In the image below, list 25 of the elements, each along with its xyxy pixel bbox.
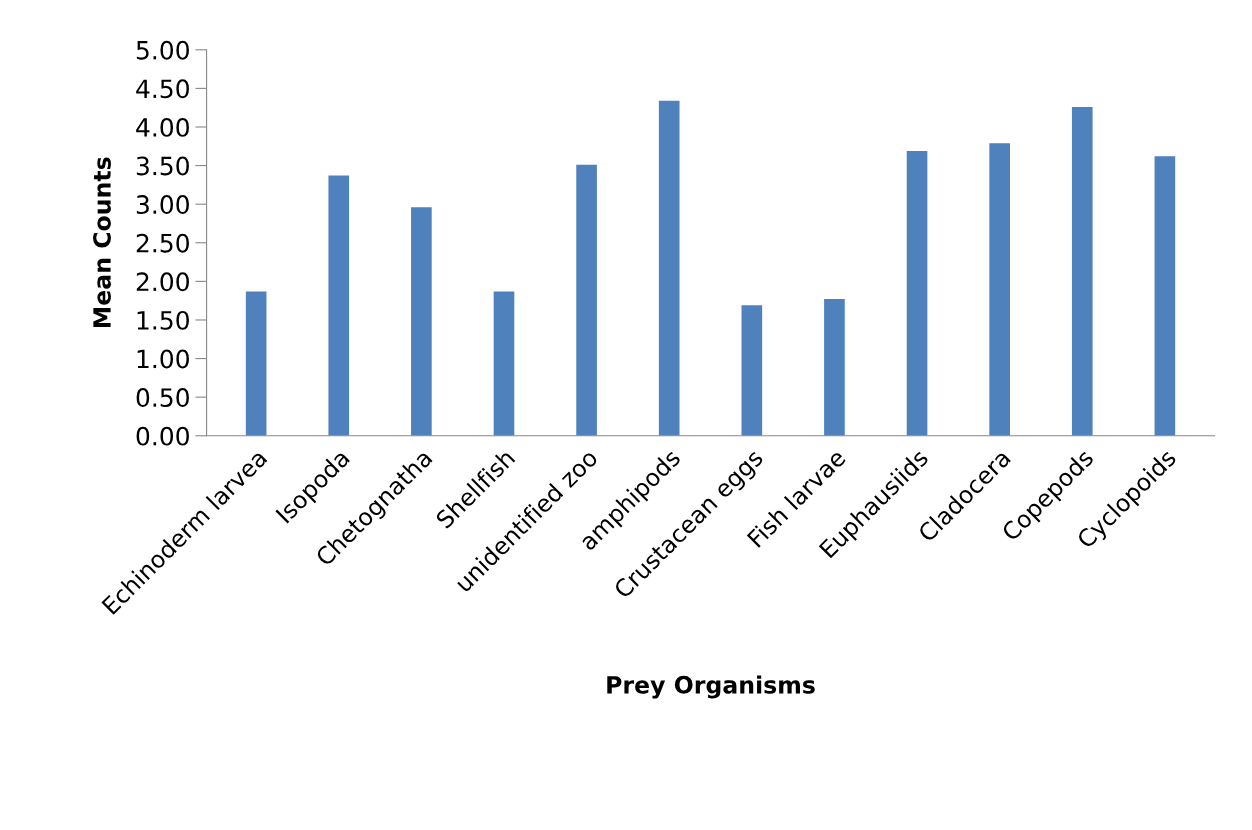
bar (741, 305, 763, 436)
bar (989, 143, 1010, 436)
bar (245, 291, 267, 436)
y-tick-label: 3.00 (136, 195, 189, 215)
y-tick-label: 1.50 (137, 310, 189, 330)
y-tick-label: 5.00 (136, 40, 189, 60)
bar (906, 150, 928, 436)
y-tick-label: 0.50 (136, 388, 189, 408)
bar (493, 291, 515, 436)
y-axis-title: Mean Counts (93, 157, 111, 328)
bar (576, 164, 597, 436)
y-tick-label: 1.00 (137, 349, 189, 369)
bar (328, 175, 350, 436)
x-axis-title: Prey Organisms (607, 675, 815, 699)
bar (658, 100, 680, 436)
bar (824, 299, 845, 436)
y-tick-label: 0.00 (136, 426, 189, 446)
bar (1154, 156, 1176, 436)
y-tick-label: 2.50 (136, 233, 189, 253)
y-tick-label: 4.00 (136, 117, 189, 137)
y-tick-label: 4.50 (136, 79, 189, 99)
bar (411, 207, 432, 436)
y-tick-label: 2.00 (136, 272, 189, 292)
bar (1071, 106, 1093, 436)
y-tick-label: 3.50 (136, 156, 189, 176)
